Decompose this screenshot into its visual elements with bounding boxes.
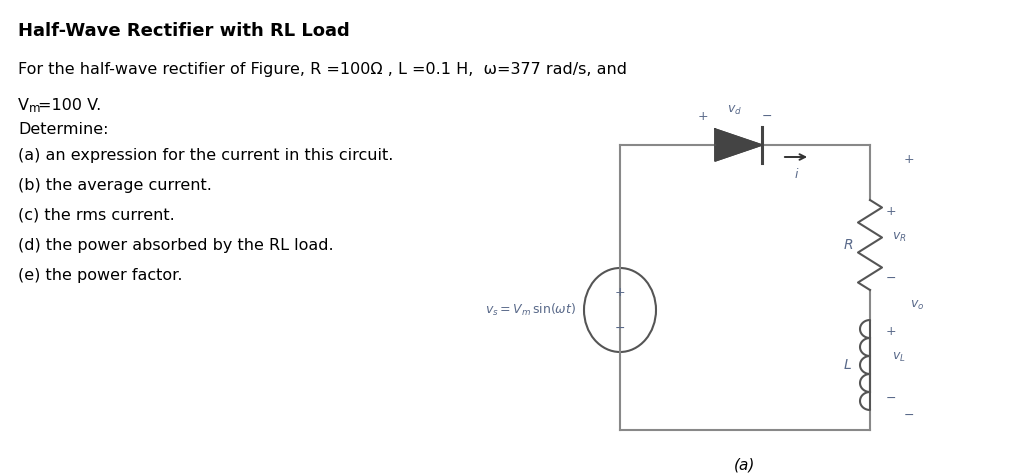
Text: (a): (a) <box>734 458 756 473</box>
Text: Determine:: Determine: <box>18 122 109 137</box>
Text: −: − <box>762 110 772 123</box>
Text: +: + <box>614 285 626 298</box>
Text: Half-Wave Rectifier with RL Load: Half-Wave Rectifier with RL Load <box>18 22 350 40</box>
Text: +: + <box>886 205 897 218</box>
Text: V: V <box>18 98 29 113</box>
Text: −: − <box>886 272 896 285</box>
Text: m: m <box>29 102 41 115</box>
Text: (a) an expression for the current in this circuit.: (a) an expression for the current in thi… <box>18 148 393 163</box>
Text: +: + <box>886 325 897 338</box>
Text: $v_o$: $v_o$ <box>910 298 925 312</box>
Text: R: R <box>843 238 853 252</box>
Text: $v_d$: $v_d$ <box>727 104 742 117</box>
Text: $v_L$: $v_L$ <box>892 351 906 363</box>
Text: +: + <box>697 110 709 123</box>
Text: (b) the average current.: (b) the average current. <box>18 178 212 193</box>
Text: (e) the power factor.: (e) the power factor. <box>18 268 182 283</box>
Text: (d) the power absorbed by the RL load.: (d) the power absorbed by the RL load. <box>18 238 334 253</box>
Text: $i$: $i$ <box>795 167 800 181</box>
Polygon shape <box>715 129 762 161</box>
Text: (c) the rms current.: (c) the rms current. <box>18 208 175 223</box>
Text: $v_R$: $v_R$ <box>892 230 906 244</box>
Text: $v_s = V_m\,\sin(\omega t)$: $v_s = V_m\,\sin(\omega t)$ <box>485 302 575 318</box>
Text: For the half-wave rectifier of Figure, R =100Ω , L =0.1 H,  ω=377 rad/s, and: For the half-wave rectifier of Figure, R… <box>18 62 627 77</box>
Text: −: − <box>904 409 914 422</box>
Text: =100 V.: =100 V. <box>38 98 101 113</box>
Text: −: − <box>886 392 896 405</box>
Text: L: L <box>844 358 852 372</box>
Text: −: − <box>614 322 626 334</box>
Text: +: + <box>904 153 914 166</box>
